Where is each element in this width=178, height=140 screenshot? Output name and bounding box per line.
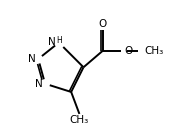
Text: H: H — [56, 36, 62, 45]
Text: CH₃: CH₃ — [70, 115, 89, 125]
Text: N: N — [28, 54, 36, 64]
Text: O: O — [99, 19, 107, 29]
Text: O: O — [124, 46, 132, 56]
Text: CH₃: CH₃ — [144, 46, 163, 56]
Text: N: N — [48, 37, 55, 47]
Text: N: N — [35, 79, 43, 89]
